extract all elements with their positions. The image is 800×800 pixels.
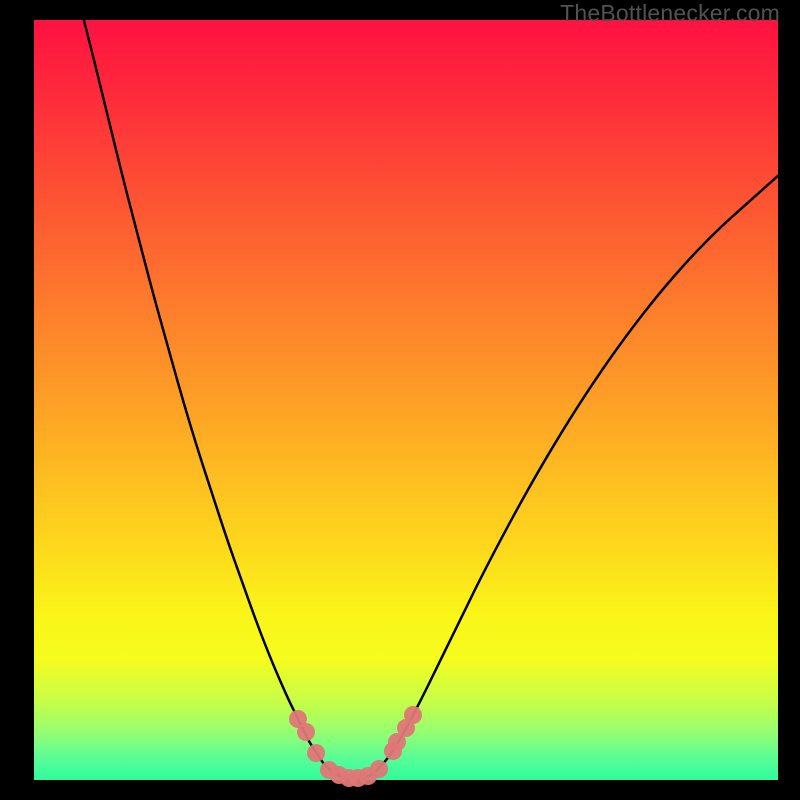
data-marker [370, 760, 388, 778]
watermark-text: TheBottlenecker.com [560, 0, 780, 27]
markers-layer [34, 20, 778, 780]
plot-area [34, 20, 778, 780]
chart-frame: TheBottlenecker.com [0, 0, 800, 800]
data-marker [307, 744, 325, 762]
data-marker [297, 723, 315, 741]
data-marker [404, 706, 422, 724]
